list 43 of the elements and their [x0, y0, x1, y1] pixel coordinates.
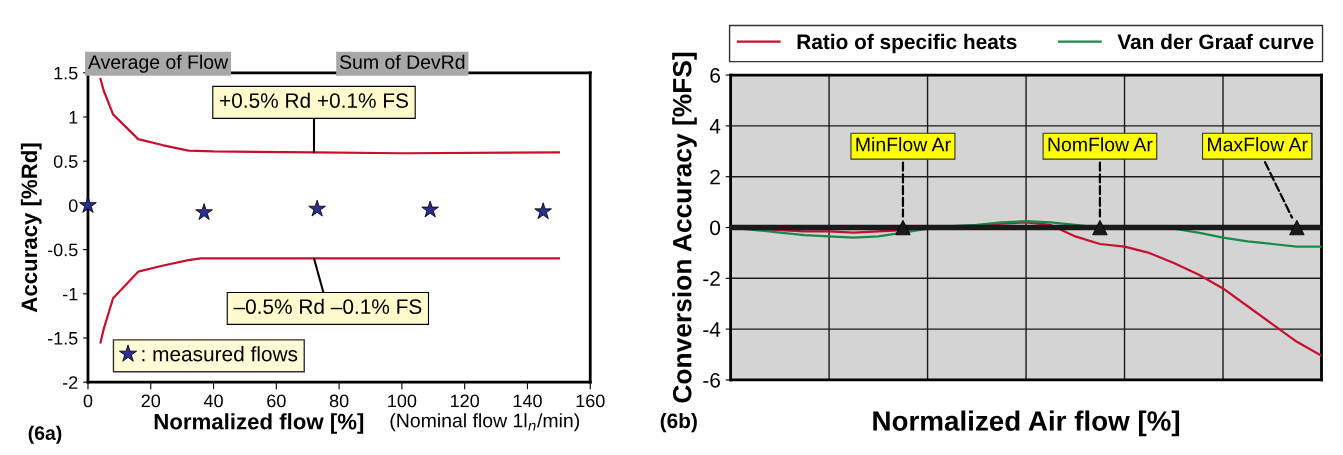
x-tick-label: 140 [513, 394, 542, 408]
y-tick-label: -2 [703, 271, 720, 286]
y-tick-label: 1 [69, 111, 78, 124]
y-axis-title: Accuracy [%Rd] [20, 143, 42, 313]
x-tick-label: 0 [83, 394, 93, 408]
text: (6b) [660, 412, 697, 433]
x-axis-title: Normalized flow [%] [154, 413, 364, 434]
x-tick-label: 80 [329, 394, 349, 408]
legend-label: Van der Graaf curve [1117, 33, 1314, 50]
x-tick-label: 120 [450, 394, 480, 408]
x-tick-label: 20 [141, 394, 161, 408]
line-series [99, 77, 560, 155]
y-tick-label: 1.5 [54, 66, 78, 80]
annotation: +0.5% Rd +0.1% FS [220, 92, 408, 108]
text: (6a) [28, 425, 62, 444]
data-label: MinFlow Ar [856, 137, 951, 152]
y-tick-label: 4 [709, 119, 721, 134]
y-tick-label: 0.5 [53, 155, 78, 168]
y-tick-label: -2 [62, 376, 78, 389]
x-axis-title: Normalized Air flow [%] [873, 410, 1180, 437]
y-tick-label: -4 [703, 322, 721, 337]
x-tick-label: 160 [576, 394, 605, 408]
y-axis-title: Conversion Accuracy [%FS] [672, 52, 697, 403]
y-tick-label: -6 [703, 372, 720, 388]
text: Sum of DevRd [339, 54, 465, 69]
data-label: MaxFlow Ar [1208, 137, 1308, 152]
y-tick-label: 0 [710, 220, 721, 236]
data-label: NomFlow Ar [1048, 137, 1153, 152]
line-series [99, 257, 560, 344]
y-tick-label: 0 [68, 199, 78, 213]
y-tick-label: 6 [710, 68, 720, 83]
y-tick-label: -1 [62, 287, 78, 301]
x-tick-label: 100 [388, 394, 417, 408]
annotation: –0.5% Rd –0.1% FS [233, 298, 422, 315]
y-tick-label: 2 [710, 169, 720, 185]
text: Average of Flow [88, 54, 229, 73]
legend-label: Ratio of specific heats [797, 33, 1017, 54]
x-tick-label: 40 [203, 394, 223, 408]
text: (Nominal flow 1l$_{n}$/min) [390, 413, 579, 432]
x-tick-label: 60 [267, 394, 286, 408]
y-tick-label: -0.5 [47, 243, 78, 257]
y-tick-label: -1.5 [47, 332, 78, 345]
legend-label: : measured flows [142, 346, 298, 362]
